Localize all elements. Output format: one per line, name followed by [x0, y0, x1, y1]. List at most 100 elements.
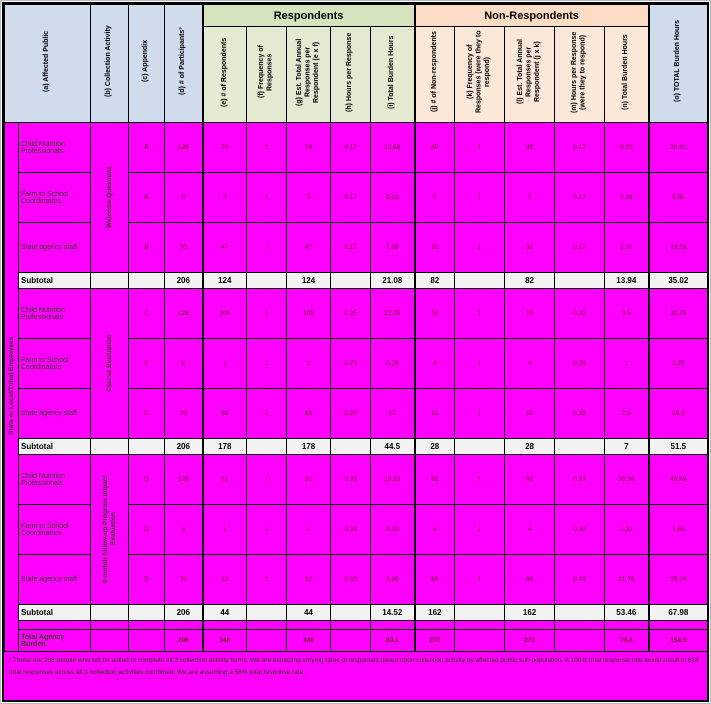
header-nr-frequency-responses: (k) Frequency of Responses (were they to… — [454, 26, 506, 123]
subtotal-label: Subtotal — [17, 272, 92, 289]
table-cell: 178 — [201, 438, 248, 455]
table-cell — [90, 629, 130, 652]
table-cell: 1 — [246, 454, 288, 505]
table-cell — [454, 604, 506, 621]
table-cell: 206 — [164, 629, 204, 652]
header-total-burden-hours: (o) TOTAL Burden Hours — [647, 4, 707, 123]
header-num-respondents-label: (e) # of Respondents — [220, 37, 228, 107]
table-cell: 1 — [246, 554, 288, 605]
header-participants-label: (d) # of Participants³ — [179, 27, 187, 95]
table-cell: 2 — [413, 172, 456, 223]
header-frequency-responses: (f) Frequency of Responses — [246, 26, 288, 123]
table-cell: 4 — [504, 338, 556, 389]
table-cell: 1 — [246, 388, 288, 439]
table-cell: 206 — [164, 438, 204, 455]
table-cell: 1 — [454, 454, 506, 505]
table-cell: 70 — [164, 222, 204, 273]
table-cell — [128, 629, 166, 652]
header-num-non-respondents-label: (j) # of Non-respondents — [430, 31, 438, 113]
table-cell: 10.23 — [370, 454, 416, 505]
table-cell: 44.5 — [370, 438, 416, 455]
table-cell: 70 — [164, 554, 204, 605]
table-cell — [647, 620, 707, 630]
table-cell: 4 — [413, 504, 456, 555]
table-cell — [330, 272, 372, 289]
table-cell: 1 — [454, 288, 506, 339]
table-cell: 206 — [164, 272, 204, 289]
table-cell: 8 — [164, 338, 204, 389]
table-cell: 206 — [164, 604, 204, 621]
table-cell: 68 — [201, 388, 248, 439]
table-cell: 1 — [246, 222, 288, 273]
table-cell: 346 — [201, 629, 248, 652]
header-hours-per-response: (h) Hours per Response — [330, 26, 372, 123]
header-appendix: (c) Appendix — [128, 4, 166, 123]
table-cell: 124 — [286, 272, 332, 289]
table-cell: 0.17 — [554, 122, 606, 173]
table-cell — [90, 604, 130, 621]
table-cell: 31 — [413, 222, 456, 273]
table-cell: 68 — [286, 388, 332, 439]
table-cell: 128 — [164, 122, 204, 173]
table-cell: 0.25 — [554, 338, 606, 389]
table-cell: 12 — [201, 554, 248, 605]
table-cell — [330, 438, 372, 455]
table-cell — [604, 620, 650, 630]
table-cell: 80.1 — [370, 629, 416, 652]
table-cell: 1 — [201, 338, 248, 389]
table-cell: 346 — [286, 629, 332, 652]
table-cell: 0.17 — [330, 172, 372, 223]
row-label: Farm to School Coordinators — [17, 172, 92, 223]
header-num-non-respondents: (j) # of Non-respondents — [413, 26, 456, 123]
table-cell: 70 — [164, 388, 204, 439]
header-nr-est-annual-responses-label: (l) Est. Total Annual Responses per Resp… — [516, 39, 541, 105]
table-cell: 1 — [454, 504, 506, 555]
table-cell: 30.75 — [647, 288, 707, 339]
table-cell: C — [128, 338, 166, 389]
table-cell: 0.25 — [554, 288, 606, 339]
table-cell: 49 — [504, 122, 556, 173]
table-cell — [286, 620, 332, 630]
table-cell — [90, 438, 130, 455]
table-cell: 21.08 — [370, 272, 416, 289]
table-cell: 25.74 — [647, 554, 707, 605]
table-cell: 1 — [454, 338, 506, 389]
table-cell: 1 — [454, 388, 506, 439]
table-cell: 7 — [604, 438, 650, 455]
row-label: State agency staff — [17, 222, 92, 273]
affected-public-label: State or Local/Tribal Employees — [7, 336, 15, 436]
table-cell: 66 — [413, 554, 456, 605]
header-participants: (d) # of Participants³ — [164, 4, 204, 123]
table-cell: 272 — [413, 629, 456, 652]
table-cell: 14 — [504, 288, 556, 339]
table-cell — [90, 272, 130, 289]
table-cell: 1.25 — [647, 338, 707, 389]
header-total-burden: (i) Total Burden Hours — [370, 26, 416, 123]
table-cell — [246, 604, 288, 621]
table-cell — [90, 620, 130, 630]
table-cell: 0.33 — [330, 504, 372, 555]
header-respondents-group: Respondents — [201, 4, 416, 27]
row-label: Child Nutrition Professionals — [17, 122, 92, 173]
table-cell — [164, 620, 204, 630]
table-cell: 0.25 — [330, 288, 372, 339]
table-cell: 0.17 — [330, 122, 372, 173]
table-cell: D — [128, 504, 166, 555]
table-cell: 5.27 — [604, 222, 650, 273]
header-total-burden-label: (i) Total Burden Hours — [388, 35, 396, 109]
table-cell: 0.33 — [330, 554, 372, 605]
table-cell: 21.78 — [604, 554, 650, 605]
table-cell: 0.33 — [370, 504, 416, 555]
table-cell: 128 — [164, 454, 204, 505]
table-cell — [201, 620, 248, 630]
table-cell: 0.25 — [330, 388, 372, 439]
table-cell: 10 — [413, 388, 456, 439]
table-cell: 19.5 — [647, 388, 707, 439]
table-cell — [246, 438, 288, 455]
table-cell: 2 — [504, 172, 556, 223]
table-cell: 13.26 — [647, 222, 707, 273]
table-cell: 162 — [504, 604, 556, 621]
header-affected-public-label: (a) Affected Public — [43, 30, 51, 92]
table-cell: 109 — [286, 288, 332, 339]
